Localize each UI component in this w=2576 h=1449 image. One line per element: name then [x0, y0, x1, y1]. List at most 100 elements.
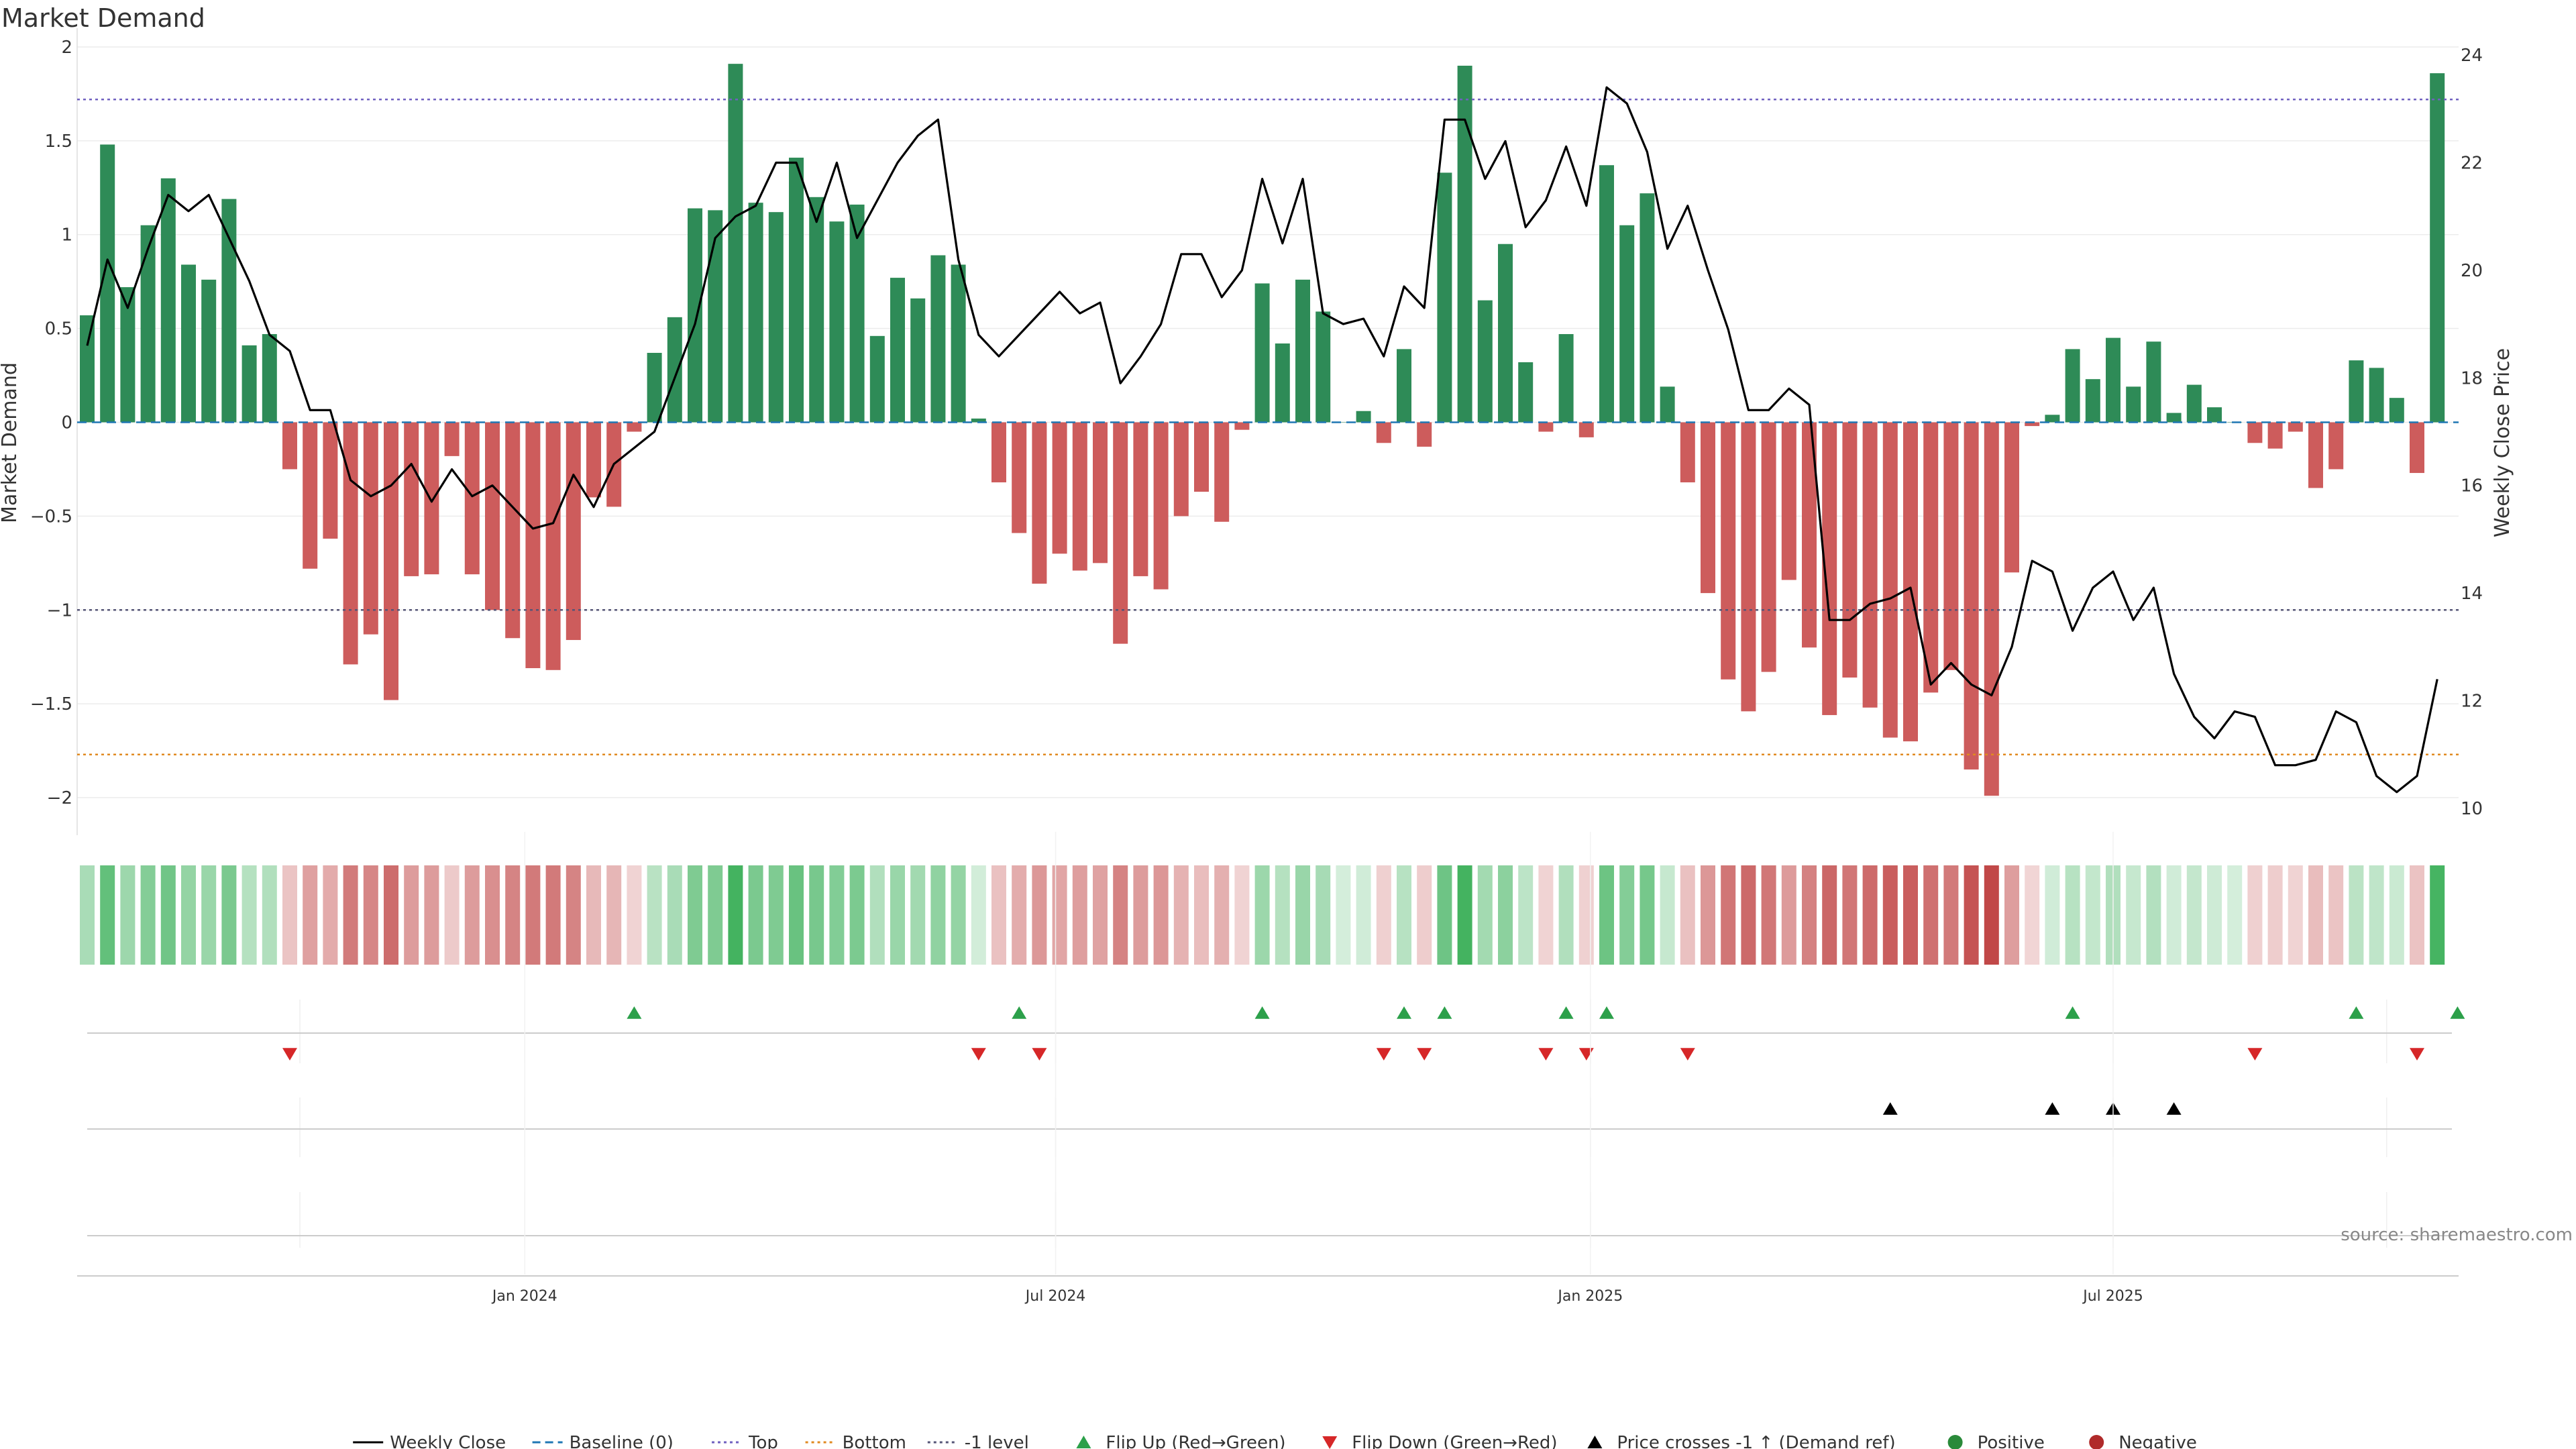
demand-bar: [2247, 422, 2263, 443]
demand-bar: [2288, 422, 2303, 432]
price-cross-marker: [1882, 1102, 1898, 1115]
demand-bar: [1194, 422, 1209, 492]
heat-cell: [667, 865, 682, 965]
demand-bar: [545, 422, 561, 670]
heat-cell: [140, 865, 156, 965]
demand-bar: [1498, 244, 1513, 423]
heat-cell: [1153, 865, 1169, 965]
demand-bar: [2267, 422, 2283, 449]
heat-cell: [2227, 865, 2243, 965]
demand-bar: [241, 345, 257, 423]
y-axis-ticks: 2 1.5 1 0.5 0 −0.5 −1 −1.5 −2: [30, 38, 72, 808]
y2-tick-label: 12: [2461, 692, 2483, 712]
demand-bar: [221, 199, 237, 423]
demand-bar: [1619, 225, 1635, 423]
heat-cell: [1822, 865, 1837, 965]
heat-cell: [1234, 865, 1250, 965]
legend-swatch: [1322, 1436, 1338, 1449]
demand-bar: [1173, 422, 1189, 517]
demand-bar: [1721, 422, 1736, 680]
demand-bar: [363, 422, 378, 635]
heat-cell: [100, 865, 115, 965]
flip-up-marker: [1397, 1006, 1411, 1019]
legend-label: Flip Up (Red→Green): [1106, 1433, 1285, 1449]
heat-cell: [1173, 865, 1189, 965]
y2-tick-label: 14: [2461, 584, 2483, 604]
heat-cell: [1619, 865, 1635, 965]
flip-up-marker: [1599, 1006, 1614, 1019]
flip-down-marker: [2410, 1048, 2424, 1061]
heat-cell: [1964, 865, 1979, 965]
heat-cell: [1133, 865, 1148, 965]
demand-bar: [1457, 65, 1472, 423]
flip-down-marker: [1376, 1048, 1391, 1061]
legend-label: Top: [748, 1433, 778, 1449]
price-cross-marker: [2166, 1102, 2182, 1115]
demand-bar: [1984, 422, 1999, 796]
demand-bar: [667, 317, 682, 423]
heat-cell: [1457, 865, 1472, 965]
flip-down-marker: [282, 1048, 297, 1061]
heat-cell: [2085, 865, 2100, 965]
demand-bar: [80, 315, 95, 423]
heat-cell: [2045, 865, 2060, 965]
flip-up-marker: [1254, 1006, 1270, 1019]
demand-bar: [2430, 73, 2445, 423]
heat-cell: [525, 865, 541, 965]
demand-bar: [1578, 422, 1594, 437]
demand-bar: [809, 197, 824, 423]
heat-cell: [343, 865, 358, 965]
demand-bar: [1316, 311, 1331, 423]
heat-cell: [708, 865, 723, 965]
y2-tick-label: 22: [2461, 154, 2483, 174]
heat-cell: [1862, 865, 1878, 965]
heat-cell: [2207, 865, 2222, 965]
heat-cell: [1254, 865, 1270, 965]
demand-bar: [303, 422, 318, 569]
heat-cell: [1093, 865, 1108, 965]
legend: Weekly Close Baseline (0) Top Bottom -1 leve…: [353, 1433, 2197, 1449]
heat-cell: [2247, 865, 2263, 965]
demand-bar: [404, 422, 419, 576]
demand-heat-strip: [80, 865, 2445, 965]
demand-bar: [262, 334, 277, 423]
heat-cell: [2430, 865, 2445, 965]
heat-cell: [282, 865, 297, 965]
flip-up-marker: [2349, 1006, 2364, 1019]
heat-cell: [221, 865, 237, 965]
flip-up-marker: [1012, 1006, 1027, 1019]
heat-cell: [1437, 865, 1452, 965]
y-tick-label: 1.5: [45, 131, 72, 152]
demand-bar: [1903, 422, 1918, 742]
heat-cell: [120, 865, 136, 965]
heat-cell: [1984, 865, 1999, 965]
heat-cell: [1741, 865, 1756, 965]
demand-bar: [627, 422, 642, 432]
heat-cell: [2186, 865, 2202, 965]
heat-cell: [1214, 865, 1230, 965]
heat-cell: [1802, 865, 1817, 965]
heat-cell: [748, 865, 763, 965]
legend-label: Weekly Close: [390, 1433, 506, 1449]
legend-label: Baseline (0): [570, 1433, 674, 1449]
demand-bar: [1964, 422, 1979, 770]
demand-bar: [991, 422, 1006, 483]
heat-cell: [647, 865, 662, 965]
heat-cell: [1599, 865, 1614, 965]
flip-down-marker: [1538, 1048, 1554, 1061]
heat-cell: [809, 865, 824, 965]
demand-bar: [2065, 349, 2080, 423]
demand-bar: [1093, 422, 1108, 564]
heat-cell: [404, 865, 419, 965]
demand-bars: [80, 64, 2445, 796]
demand-bar: [1234, 422, 1250, 430]
demand-bar: [1153, 422, 1169, 590]
heat-cell: [1295, 865, 1310, 965]
y2-tick-label: 24: [2461, 46, 2483, 66]
y-tick-label: 0.5: [45, 319, 72, 339]
demand-bar: [1052, 422, 1067, 554]
demand-bar: [768, 212, 784, 423]
demand-bar: [829, 221, 845, 423]
demand-bar: [1012, 422, 1027, 533]
